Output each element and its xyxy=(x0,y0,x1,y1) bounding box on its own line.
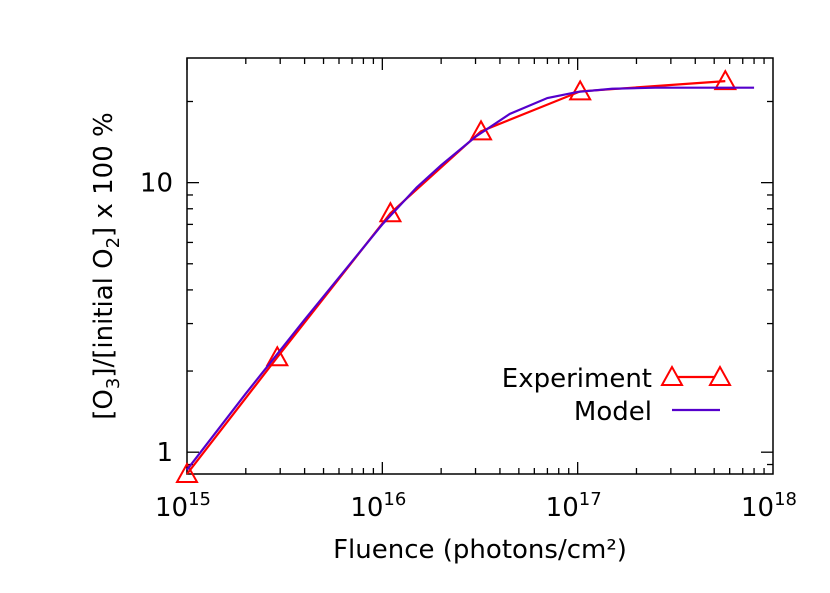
x-axis-label: Fluence (photons/cm²) xyxy=(333,535,627,565)
x-tick-label: 1015 xyxy=(155,489,211,523)
data-point xyxy=(265,345,290,367)
y-tick-label: 1 xyxy=(156,438,173,468)
data-point xyxy=(713,69,738,91)
series-line-model xyxy=(186,86,755,471)
data-point xyxy=(378,201,403,223)
y-tick-label: 10 xyxy=(140,169,173,199)
legend-label-experiment: Experiment xyxy=(502,364,652,394)
x-tick-label: 1017 xyxy=(546,489,602,523)
legend-marker xyxy=(660,364,684,386)
series-layer xyxy=(175,69,755,483)
x-tick-label: 1018 xyxy=(741,489,797,523)
plot-frame xyxy=(186,57,774,475)
axis-ticks xyxy=(186,58,773,474)
y-axis-label: [O3]/[initial O2] x 100 % xyxy=(89,112,124,419)
legend: Experiment Model xyxy=(502,364,732,427)
x-tick-labels: 1015 1016 1017 1018 xyxy=(155,489,797,523)
legend-marker xyxy=(708,364,732,386)
y-tick-labels: 1 10 xyxy=(140,169,173,469)
legend-label-model: Model xyxy=(574,397,652,427)
data-point xyxy=(175,461,199,483)
x-tick-label: 1016 xyxy=(350,489,406,523)
legend-swatch-experiment xyxy=(660,364,732,386)
